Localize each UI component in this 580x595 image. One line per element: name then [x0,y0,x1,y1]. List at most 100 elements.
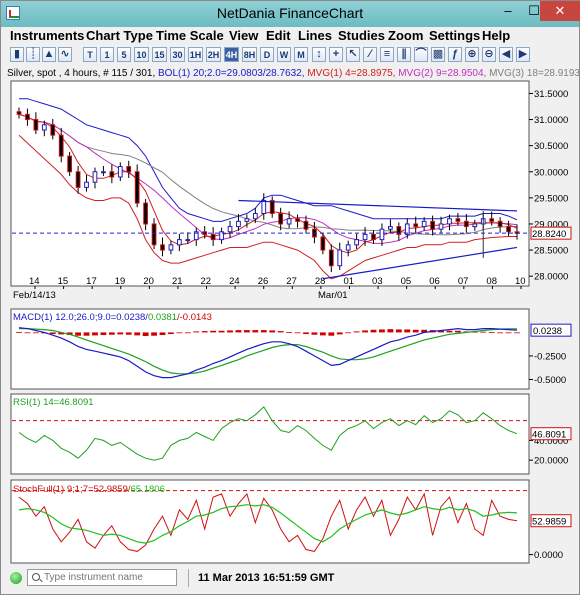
arc-icon[interactable]: ⌒ [414,47,428,62]
menu-settings[interactable]: Settings [429,28,481,43]
date-tick-label: 10 [515,276,526,287]
candle-chart-icon[interactable]: ▮ [10,47,24,62]
close-button[interactable]: ✕ [540,1,580,21]
candle-body [345,244,351,251]
last-price-label: 28.8240 [532,229,566,240]
macd-hist-bar [168,332,174,335]
date-tick-label: 21 [172,276,183,287]
macd-hist-bar [134,332,141,336]
histogram-icon[interactable]: ▩ [431,47,445,62]
date-tick-label: 01 [343,276,354,287]
macd-hist-bar [514,332,520,334]
candle-body [362,233,368,241]
menu-lines[interactable]: Lines [298,28,332,43]
timescale-8h-button[interactable]: 8H [242,47,257,62]
timescale-15m-button[interactable]: 15 [152,47,167,62]
toolbar: ▮ ┊ ▲ ∿ T 1 5 10 15 30 1H 2H 4H 8H D W M… [2,45,578,65]
line-chart-icon[interactable]: ∿ [58,47,72,62]
title-bar[interactable]: NetDania FinanceChart – ☐ ✕ [1,1,580,27]
zoom-in-icon[interactable]: ⊕ [465,47,479,62]
timescale-1h-button[interactable]: 1H [188,47,203,62]
date-tick-label: 05 [401,276,412,287]
channel-icon[interactable]: ∥ [397,47,411,62]
area-chart-icon[interactable]: ▲ [42,47,56,62]
minimize-button[interactable]: – [504,3,512,18]
macd-hist-bar [142,332,149,337]
search-icon [32,573,40,581]
menu-time-scale[interactable]: Time Scale [156,28,224,43]
rsi-line [18,406,518,461]
rsi-last-box [530,427,572,441]
scroll-left-icon[interactable]: ◀ [499,47,513,62]
rsi-panel[interactable] [10,393,530,475]
candle-body [168,244,174,251]
cursor-icon[interactable]: ↖ [346,47,360,62]
candle-body [497,220,503,228]
menu-chart-type[interactable]: Chart Type [86,28,153,43]
menu-help[interactable]: Help [482,28,511,43]
macd-hist-bar [438,330,444,333]
menu-view[interactable]: View [229,28,259,43]
scroll-right-icon[interactable]: ▶ [516,47,530,62]
date-tick-label: 28 [315,276,326,287]
maximize-button[interactable]: ☐ [528,3,540,18]
zoom-out-icon[interactable]: ⊖ [482,47,496,62]
macd-hist-bar [252,330,259,333]
instrument-search-input[interactable] [27,569,177,586]
mvg1-info: MVG(1) 4=28.8975, [307,68,399,79]
macd-hist-bar [336,332,343,335]
macd-hist-bar [176,332,183,334]
menu-edit[interactable]: Edit [266,28,291,43]
month-label-mar: Mar/01 [318,290,348,301]
bar-chart-icon[interactable]: ┊ [26,47,40,62]
macd-panel[interactable] [10,308,530,390]
menu-instruments[interactable]: Instruments [10,28,85,43]
candle-body [404,223,410,235]
stoch-panel[interactable] [10,479,530,564]
candle-body [50,124,56,136]
macd-hist-bar [159,332,166,336]
trendline-icon[interactable]: ∕ [363,47,377,62]
candle-body [472,223,478,228]
rsi-tick-label: 20.0000 [534,456,568,467]
crosshair-icon[interactable]: + [329,47,343,62]
date-tick-label: 20 [143,276,154,287]
timescale-2h-button[interactable]: 2H [206,47,221,62]
macd-hist-bar [387,329,394,333]
macd-hist-bar [184,332,191,334]
menu-studies[interactable]: Studies [338,28,385,43]
timescale-month-button[interactable]: M [294,47,308,62]
timescale-week-button[interactable]: W [277,47,291,62]
instrument-info: Silver, spot , 4 hours, # 115 / 301, [7,68,159,79]
date-tick-label: 07 [458,276,469,287]
rsi-label: RSI(1) 14=46.8091 [13,397,94,408]
timescale-day-button[interactable]: D [260,47,274,62]
studies-icon[interactable]: ƒ [448,47,462,62]
macd-hist-bar [379,329,385,333]
candle-body [84,181,89,188]
macd-hist-bar [303,332,309,335]
price-tick-label: 28.5000 [534,246,568,257]
menu-zoom[interactable]: Zoom [388,28,424,43]
date-tick-label: 19 [115,276,126,287]
trend-line [238,199,518,212]
connection-status-icon [10,572,22,584]
macd-hist-bar [505,332,512,334]
fibonacci-icon[interactable]: ≡ [380,47,394,62]
chart-area[interactable]: 28.0000 28.5000 29.0000 29.5000 30.0000 30.50… [1,1,579,567]
stoch-k-line [18,492,518,552]
stoch-tick-label: 0.0000 [534,550,563,561]
candle-body [58,134,64,157]
zoom-fit-icon[interactable]: ↕ [312,47,326,62]
timescale-10m-button[interactable]: 10 [134,47,149,62]
window-title: NetDania FinanceChart [216,5,364,21]
timescale-tick-button[interactable]: T [83,47,97,62]
timescale-30m-button[interactable]: 30 [170,47,185,62]
macd-hist-bar [227,330,233,333]
price-panel[interactable] [10,80,530,287]
timescale-5m-button[interactable]: 5 [117,47,131,62]
timescale-1m-button[interactable]: 1 [100,47,114,62]
timescale-4h-button[interactable]: 4H [224,47,239,62]
date-tick-label: 26 [258,276,269,287]
